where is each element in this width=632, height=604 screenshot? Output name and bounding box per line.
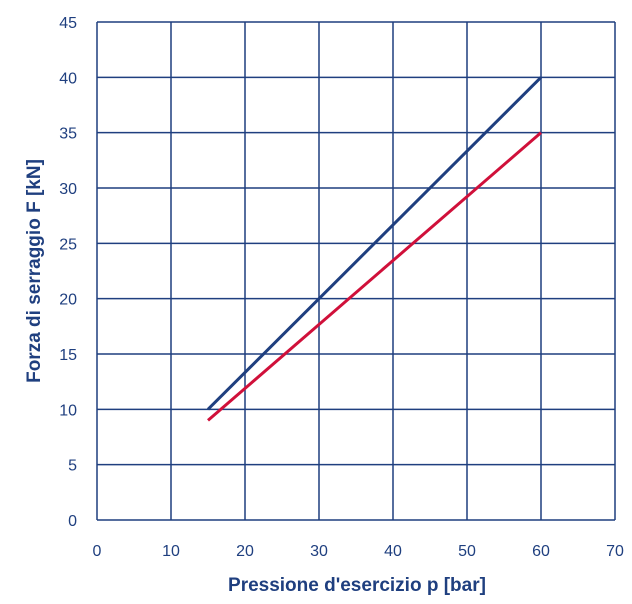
y-tick-label-3: 15 <box>59 347 77 364</box>
y-tick-label-9: 45 <box>59 15 77 32</box>
x-tick-label-7: 70 <box>606 543 624 560</box>
y-tick-label-6: 30 <box>59 181 77 198</box>
x-tick-label-0: 0 <box>93 543 102 560</box>
x-tick-label-1: 10 <box>162 543 180 560</box>
x-tick-label-5: 50 <box>458 543 476 560</box>
y-tick-label-4: 20 <box>59 292 77 309</box>
x-tick-label-6: 60 <box>532 543 550 560</box>
y-tick-label-7: 35 <box>59 126 77 143</box>
x-tick-label-2: 20 <box>236 543 254 560</box>
series-layer <box>206 76 543 422</box>
series-line-1 <box>207 131 542 422</box>
series-line-0 <box>206 76 543 411</box>
y-tick-label-2: 10 <box>59 402 77 419</box>
y-tick-labels: 0 5 10 15 20 25 30 35 40 45 <box>59 15 77 530</box>
x-tick-labels: 0 10 20 30 40 50 60 70 <box>93 543 624 560</box>
y-tick-label-1: 5 <box>68 458 77 475</box>
x-tick-label-4: 40 <box>384 543 402 560</box>
y-tick-label-0: 0 <box>68 513 77 530</box>
y-tick-label-5: 25 <box>59 236 77 253</box>
x-axis-title: Pressione d'esercizio p [bar] <box>228 575 486 596</box>
grid <box>96 21 616 521</box>
y-tick-label-8: 40 <box>59 70 77 87</box>
x-tick-label-3: 30 <box>310 543 328 560</box>
y-axis-title: Forza di serraggio F [kN] <box>24 159 45 383</box>
